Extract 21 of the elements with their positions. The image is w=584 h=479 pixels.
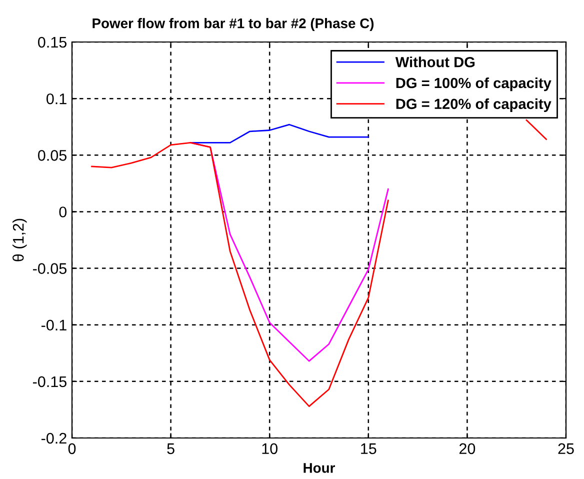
y-tick-label: 0.15 — [38, 36, 66, 48]
x-tick-label: 0 — [68, 443, 76, 454]
x-tick-label: 20 — [459, 443, 476, 454]
y-tick-label: -0.15 — [33, 376, 66, 388]
legend-label: DG = 120% of capacity — [396, 98, 552, 112]
line-series — [190, 124, 370, 144]
chart-title: Power flow from bar #1 to bar #2 (Phase C) — [92, 18, 374, 31]
x-tick-label: 5 — [167, 443, 174, 454]
x-axis-title: Hour — [304, 463, 335, 473]
y-tick-label: 0 — [59, 206, 67, 218]
y-tick-label: -0.2 — [41, 432, 66, 444]
y-tick-label: -0.1 — [41, 320, 66, 331]
legend-label: Without DG — [395, 56, 475, 68]
x-tick-label: 10 — [262, 443, 278, 454]
x-tick-label: 15 — [361, 443, 376, 454]
y-tick-label: 0.05 — [38, 150, 66, 161]
y-axis-title: θ (1,2) — [12, 218, 27, 262]
y-tick-label: 0.1 — [46, 93, 66, 104]
legend-label: DG = 100% of capacity — [396, 77, 552, 92]
y-tick-label: -0.05 — [33, 263, 66, 274]
x-tick-label: 25 — [558, 443, 574, 454]
